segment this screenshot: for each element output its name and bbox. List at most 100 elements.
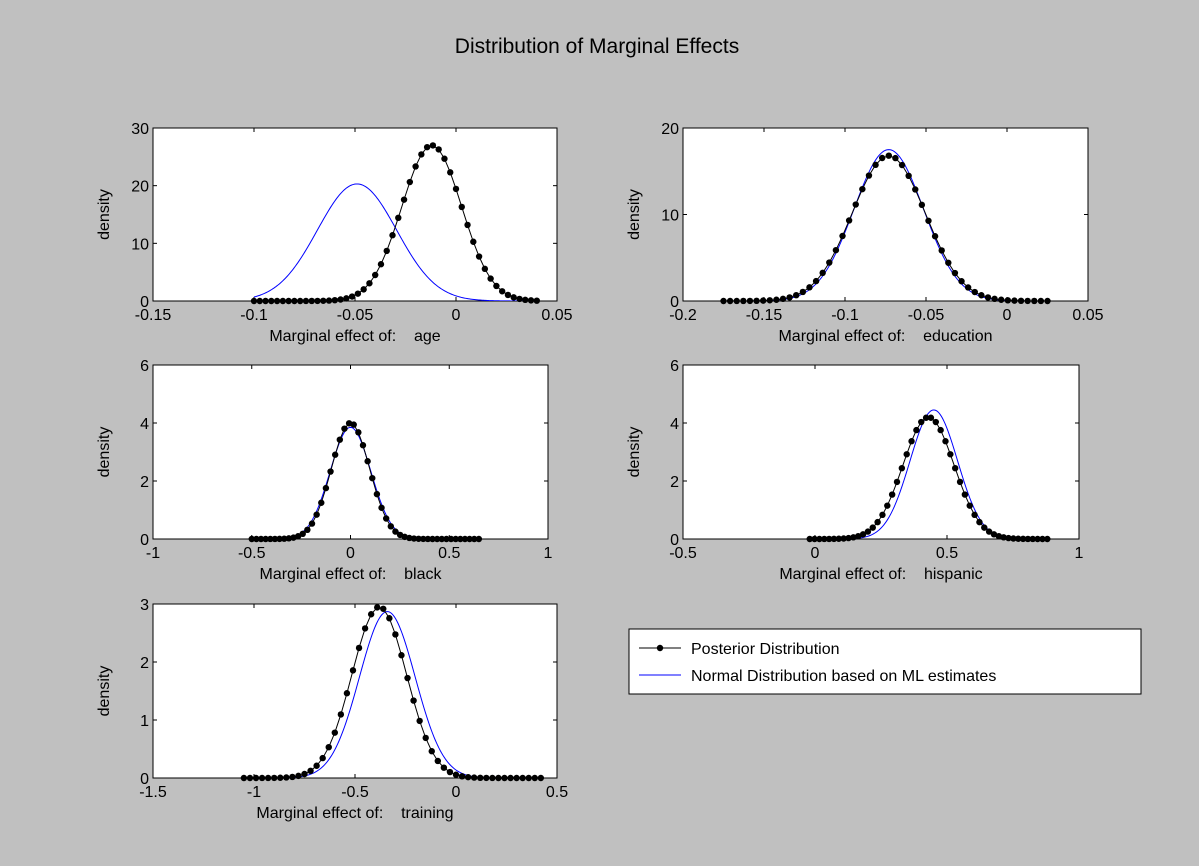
y-axis-label: density	[96, 189, 113, 240]
y-tick-label: 6	[670, 358, 679, 375]
posterior-point	[522, 296, 529, 304]
posterior-point	[893, 478, 901, 486]
posterior-point	[865, 172, 873, 179]
y-tick-label: 0	[670, 532, 679, 549]
posterior-point	[733, 297, 740, 305]
posterior-point	[1031, 297, 1038, 305]
posterior-point	[295, 772, 302, 780]
posterior-point	[942, 438, 949, 445]
posterior-point	[773, 296, 780, 303]
posterior-point	[874, 518, 881, 526]
axes-frame	[152, 603, 558, 779]
posterior-point	[990, 531, 998, 538]
posterior-point	[527, 297, 535, 304]
posterior-point	[888, 491, 896, 498]
posterior-point	[267, 535, 274, 543]
posterior-point	[415, 535, 422, 542]
posterior-point	[452, 185, 460, 193]
posterior-point	[380, 605, 387, 612]
posterior-point	[301, 770, 308, 778]
posterior-point	[859, 531, 867, 538]
posterior-point	[461, 535, 469, 543]
y-tick-label: 20	[131, 179, 149, 196]
posterior-point	[872, 161, 879, 169]
posterior-point	[443, 535, 450, 543]
posterior-point	[832, 246, 840, 254]
posterior-point	[475, 535, 483, 543]
panel-training: -1.5 -1 -0.5 0 0.5 0 1 2 3 Marginal effect of: tr…	[96, 597, 568, 822]
posterior-point	[753, 297, 760, 304]
posterior-point	[349, 667, 357, 674]
posterior-point	[458, 773, 466, 780]
posterior-point	[825, 535, 833, 543]
posterior-point	[913, 426, 920, 434]
posterior-point	[343, 295, 350, 302]
posterior-point	[250, 297, 258, 305]
posterior-point	[440, 764, 448, 771]
posterior-point	[947, 451, 954, 458]
posterior-point	[331, 296, 338, 304]
posterior-point	[410, 697, 417, 704]
posterior-point	[281, 535, 288, 542]
posterior-point	[1004, 297, 1012, 304]
posterior-point	[452, 771, 460, 778]
posterior-point	[1005, 534, 1012, 542]
posterior-point	[285, 297, 292, 305]
posterior-point	[372, 271, 379, 279]
posterior-point	[262, 535, 269, 543]
x-tick-label: 0	[346, 545, 355, 562]
x-tick-label: 0	[452, 784, 461, 801]
posterior-point	[1024, 297, 1031, 305]
panel-black: -1 -0.5 0 0.5 1 0 2 4 6 Marginal effect of: black…	[96, 358, 553, 583]
posterior-point	[246, 774, 254, 782]
posterior-point	[386, 615, 393, 622]
posterior-point	[341, 425, 348, 432]
posterior-point	[976, 518, 983, 526]
posterior-point	[922, 414, 930, 421]
posterior-point	[458, 203, 465, 211]
posterior-point	[884, 502, 891, 509]
posterior-point	[1019, 535, 1027, 543]
posterior-point	[355, 429, 362, 436]
posterior-point	[319, 754, 326, 762]
legend-normal-label: Normal Distribution based on ML estimate…	[691, 668, 996, 685]
posterior-point	[271, 535, 279, 543]
y-tick-label: 3	[140, 597, 149, 614]
posterior-point	[835, 535, 843, 542]
posterior-point	[398, 652, 405, 659]
posterior-point	[289, 773, 296, 781]
posterior-point	[325, 744, 332, 751]
posterior-point	[519, 774, 526, 782]
posterior-point	[487, 275, 494, 282]
posterior-point	[308, 297, 315, 305]
posterior-point	[395, 214, 402, 222]
posterior-point	[279, 297, 287, 305]
posterior-point	[410, 535, 418, 542]
posterior-point	[964, 284, 972, 291]
posterior-point	[740, 297, 747, 305]
posterior-point	[471, 535, 478, 543]
posterior-point	[464, 773, 472, 781]
legend-posterior-label: Posterior Distribution	[691, 641, 840, 658]
posterior-point	[404, 674, 411, 682]
posterior-point	[504, 291, 512, 299]
posterior-point	[961, 491, 969, 498]
y-axis-label: density	[96, 427, 113, 478]
posterior-point	[537, 774, 545, 782]
posterior-point	[984, 294, 992, 301]
posterior-point	[291, 297, 298, 305]
posterior-point	[253, 535, 260, 543]
posterior-point	[374, 604, 381, 611]
posterior-point	[308, 520, 316, 527]
posterior-point	[971, 511, 978, 519]
posterior-point	[918, 418, 925, 426]
posterior-point	[938, 247, 945, 254]
axes-frame	[152, 364, 549, 540]
posterior-point	[845, 534, 852, 542]
posterior-point	[786, 294, 793, 301]
x-tick-label: -0.5	[238, 545, 266, 562]
x-tick-label: -0.5	[341, 784, 369, 801]
posterior-point	[1037, 297, 1045, 305]
posterior-point	[991, 295, 998, 303]
